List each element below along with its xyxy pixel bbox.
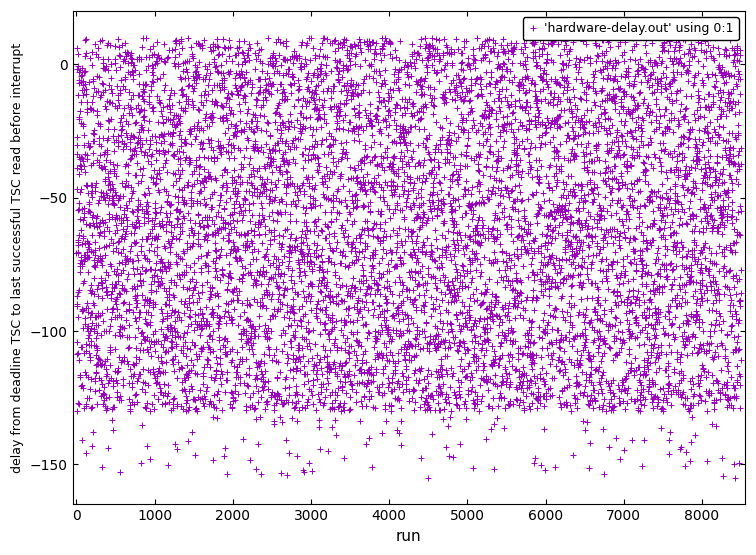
'hardware-delay.out' using 0:1 [138,171,147,178]
'hardware-delay.out' using 0:1 [627,154,637,160]
'hardware-delay.out' using 0:1 [628,34,637,41]
'hardware-delay.out' using 0:1 [424,475,433,481]
'hardware-delay.out' using 0:1 [169,401,178,407]
X-axis label: run: run [396,529,422,544]
'hardware-delay.out' using 0:1 [72,249,81,256]
Y-axis label: delay from deadline TSC to last successful TSC read before interrupt: delay from deadline TSC to last successf… [11,43,24,473]
Legend: 'hardware-delay.out' using 0:1: 'hardware-delay.out' using 0:1 [523,17,739,41]
Line: 'hardware-delay.out' using 0:1: 'hardware-delay.out' using 0:1 [73,34,745,481]
'hardware-delay.out' using 0:1 [223,301,232,307]
'hardware-delay.out' using 0:1 [501,86,510,93]
'hardware-delay.out' using 0:1 [618,340,627,346]
'hardware-delay.out' using 0:1 [736,357,745,364]
